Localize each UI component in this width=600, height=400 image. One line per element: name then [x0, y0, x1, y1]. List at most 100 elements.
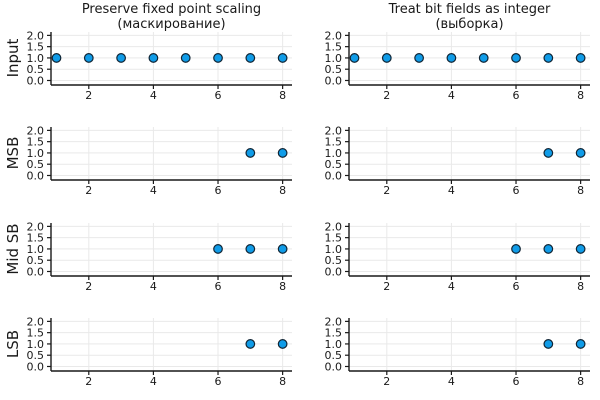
x-tick-label: 8	[279, 280, 286, 293]
data-point	[381, 53, 392, 63]
y-tick-label: 1.5	[27, 136, 45, 149]
data-point	[349, 53, 360, 63]
x-tick-label: 2	[383, 280, 390, 293]
column-title-right-line1: Treat bit fields as integer	[388, 2, 551, 17]
column-title-right-line2: (выборка)	[435, 16, 504, 32]
y-tick-label: 0.5	[325, 254, 343, 267]
x-tick-label: 2	[383, 89, 390, 102]
y-tick-label: 0.5	[27, 63, 45, 76]
x-tick-label: 6	[513, 89, 520, 102]
x-tick-label: 8	[279, 184, 286, 197]
data-point	[245, 53, 256, 63]
data-point	[511, 244, 521, 254]
y-tick-label: 0.5	[325, 158, 343, 171]
data-point	[575, 339, 586, 349]
x-tick-label: 2	[85, 280, 92, 293]
data-point	[277, 339, 288, 349]
x-tick-label: 8	[577, 184, 584, 197]
y-tick-label: 1.5	[325, 136, 343, 149]
data-point	[414, 53, 425, 63]
y-tick-label: 1.5	[325, 41, 343, 54]
data-point	[213, 244, 223, 254]
data-point	[180, 53, 191, 63]
y-tick-label: 0.5	[27, 158, 45, 171]
data-point	[277, 244, 288, 254]
data-point	[213, 53, 223, 63]
x-tick-label: 4	[150, 375, 157, 388]
x-tick-label: 4	[150, 89, 157, 102]
data-point	[446, 53, 457, 63]
data-point	[83, 53, 94, 63]
x-tick-label: 6	[215, 184, 222, 197]
x-tick-label: 6	[513, 280, 520, 293]
y-tick-label: 0.0	[325, 74, 343, 87]
x-tick-label: 6	[215, 280, 222, 293]
y-tick-label: 0.0	[325, 169, 343, 182]
x-tick-label: 8	[577, 89, 584, 102]
data-point	[245, 339, 256, 349]
y-tick-label: 0.0	[27, 169, 45, 182]
subplot-msb-right: 0.00.51.01.52.0 2 4 6 8	[325, 124, 590, 197]
x-tick-label: 8	[577, 280, 584, 293]
y-tick-label: 0.0	[27, 74, 45, 87]
x-tick-label: 2	[85, 375, 92, 388]
y-tick-label: 0.0	[27, 360, 45, 373]
y-tick-label: 0.0	[27, 265, 45, 278]
x-tick-label: 6	[513, 184, 520, 197]
y-tick-label: 1.5	[27, 41, 45, 54]
data-point	[575, 244, 586, 254]
y-tick-label: 2.0	[325, 29, 343, 42]
x-tick-label: 8	[279, 89, 286, 102]
data-point	[543, 53, 554, 63]
x-tick-label: 2	[85, 184, 92, 197]
y-tick-label: 0.5	[325, 63, 343, 76]
data-point	[148, 53, 159, 63]
data-point	[245, 244, 256, 254]
x-tick-label: 4	[448, 184, 455, 197]
column-title-left-line2: (маскирование)	[117, 16, 226, 32]
subplot-lsb-right: 0.00.51.01.52.0 2 4 6 8	[325, 315, 590, 388]
x-tick-label: 4	[150, 280, 157, 293]
y-tick-label: 0.5	[27, 349, 45, 362]
y-tick-label: 1.0	[325, 52, 343, 65]
y-tick-label: 0.5	[27, 254, 45, 267]
subplot-input-left: 0.00.51.01.52.0 2 4 6 8	[27, 29, 292, 102]
column-title-left-line1: Preserve fixed point scaling	[81, 2, 262, 17]
data-point	[277, 148, 288, 158]
x-tick-label: 6	[513, 375, 520, 388]
y-tick-label: 1.0	[27, 147, 45, 160]
y-tick-label: 2.0	[27, 315, 45, 328]
subplot-lsb-left: 0.00.51.01.52.0 2 4 6 8	[27, 315, 292, 388]
data-point	[51, 53, 62, 63]
y-tick-label: 0.0	[325, 360, 343, 373]
subplot-mid-sb-left: 0.00.51.01.52.0 2 4 6 8	[27, 220, 292, 293]
y-tick-label: 2.0	[27, 29, 45, 42]
y-tick-label: 2.0	[325, 315, 343, 328]
x-tick-label: 2	[383, 375, 390, 388]
data-point	[277, 53, 288, 63]
y-tick-label: 1.0	[27, 243, 45, 256]
data-point	[478, 53, 489, 63]
data-point	[116, 53, 127, 63]
column-title-left: Preserve fixed point scaling (маскирован…	[51, 2, 292, 32]
y-tick-label: 2.0	[27, 220, 45, 233]
y-tick-label: 0.5	[325, 349, 343, 362]
data-point	[543, 244, 554, 254]
data-point	[575, 53, 586, 63]
x-tick-label: 8	[279, 375, 286, 388]
x-tick-label: 4	[448, 375, 455, 388]
x-tick-label: 2	[85, 89, 92, 102]
y-tick-label: 1.5	[325, 327, 343, 340]
data-point	[511, 53, 521, 63]
data-point	[575, 148, 586, 158]
data-point	[245, 148, 256, 158]
y-tick-label: 2.0	[325, 220, 343, 233]
y-tick-label: 1.0	[325, 147, 343, 160]
y-tick-label: 1.0	[27, 338, 45, 351]
y-tick-label: 2.0	[27, 124, 45, 137]
data-point	[543, 148, 554, 158]
subplot-msb-left: 0.00.51.01.52.0 2 4 6 8	[27, 124, 292, 197]
x-tick-label: 4	[448, 89, 455, 102]
y-tick-label: 1.0	[27, 52, 45, 65]
